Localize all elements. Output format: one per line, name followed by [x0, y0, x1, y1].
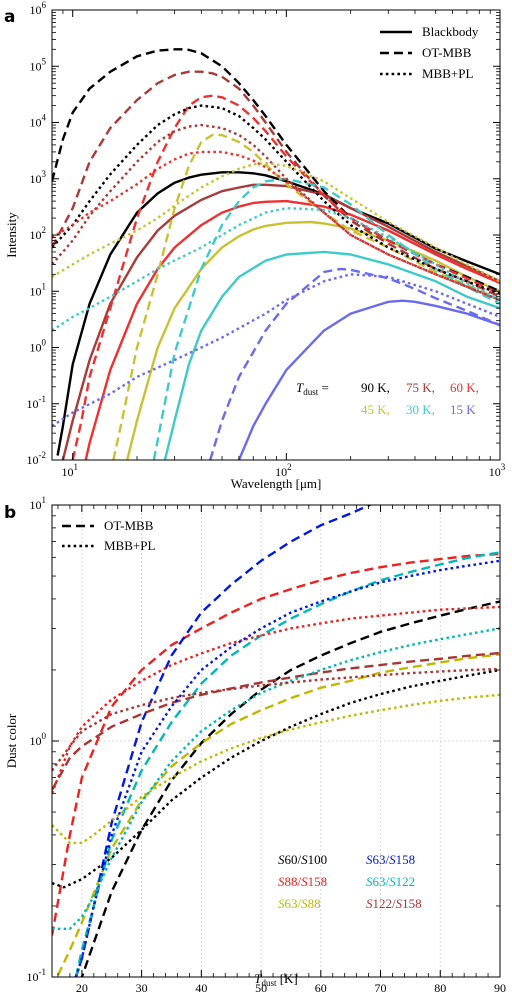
series-a-solid-15k: [237, 299, 500, 460]
series-a-solid-30k: [163, 250, 500, 460]
ratio-label: S63/S158: [366, 852, 415, 867]
legend-b-mbbpl-label: MBB+PL: [104, 538, 155, 553]
y-tick-label: 10-1: [27, 394, 47, 411]
series-a-dashed-60k: [71, 94, 500, 460]
temp-15: 15 K: [450, 402, 476, 417]
panel-b-grid: [52, 504, 501, 978]
panel-a-frame: [51, 9, 501, 461]
panel-b: 20 30 40 50 60 70 80 90 10-1 100 101 b Tdust [K] D…: [4, 495, 506, 992]
xb-tick-label: 90: [494, 981, 506, 992]
temp-75: 75 K,: [406, 380, 435, 395]
xb-tick-label: 50: [255, 981, 267, 992]
series-a-solid-60k: [84, 199, 500, 460]
ratio-label: S63/S88: [278, 896, 321, 911]
y-tick-label: 103: [30, 169, 47, 186]
yb-tick-label: 101: [30, 495, 47, 512]
series-a-solid-90k: [56, 171, 500, 456]
y-tick-label: 101: [30, 281, 47, 298]
xb-tick-label: 30: [136, 981, 148, 992]
temperature-annotation: Tdust = 90 K, 75 K, 60 K, 45 K, 30 K, 15…: [296, 380, 479, 417]
xb-tick-label: 40: [195, 981, 207, 992]
ratio-label: S122/S158: [366, 896, 422, 911]
panel-b-xlabel: Tdust [K]: [254, 971, 298, 988]
xb-tick-label: 80: [434, 981, 446, 992]
temp-45: 45 K,: [361, 402, 390, 417]
series-a-dotted-60k: [52, 150, 500, 302]
panel-b-legend: OT-MBB MBB+PL: [62, 518, 155, 553]
series-a-dotted-75k: [52, 123, 500, 302]
series-a-dashed-90k: [52, 48, 500, 293]
panel-a: 101 102 103 10-2 10-1 100 101 102 103 104 105 106 a…: [4, 0, 506, 491]
series-a-solid-75k: [61, 183, 500, 460]
series-a-dotted-15k: [52, 273, 500, 428]
series-b-dashed-s63-s158: [74, 505, 373, 977]
yb-tick-label: 10-1: [27, 967, 47, 984]
series-a-dotted-90k: [52, 104, 500, 295]
ratio-label: S60/S100: [278, 852, 327, 867]
ratio-label: S88/S158: [278, 874, 327, 889]
series-b-dotted-s122-s158: [52, 667, 500, 772]
series-b-dashed-s63-s122: [74, 551, 500, 977]
y-tick-label: 100: [30, 338, 47, 355]
x-tick-label: 102: [275, 462, 292, 479]
legend-blackbody-label: Blackbody: [422, 24, 479, 39]
xb-tick-label: 60: [315, 981, 327, 992]
series-a-dashed-45k: [112, 133, 500, 460]
panel-b-series: [52, 505, 500, 977]
panel-b-letter: b: [4, 503, 16, 523]
series-b-dashed-s63-s88: [55, 653, 500, 977]
series-a-dashed-75k: [52, 70, 500, 298]
series-a-dotted-45k: [52, 161, 500, 283]
series-b-dashed-s122-s158: [52, 651, 500, 791]
panel-a-series: [52, 48, 500, 460]
series-a-dotted-30k: [52, 206, 500, 332]
series-b-dotted-s60-s100: [52, 668, 500, 889]
series-b-dashed-s88-s158: [52, 552, 500, 936]
panel-a-ticks: 101 102 103 10-2 10-1 100 101 102 103 104 105 106: [27, 0, 506, 479]
y-tick-label: 10-2: [27, 450, 47, 467]
x-tick-label: 103: [489, 462, 506, 479]
y-tick-label: 104: [30, 113, 47, 130]
yb-tick-label: 100: [30, 731, 47, 748]
temp-90: 90 K,: [361, 380, 390, 395]
panel-a-xlabel: Wavelength [μm]: [231, 476, 322, 491]
ratio-label: S63/S122: [366, 874, 415, 889]
temp-60: 60 K,: [450, 380, 479, 395]
series-b-dotted-s63-s158: [74, 559, 500, 977]
panel-b-ticks: 20 30 40 50 60 70 80 90 10-1 100 101: [27, 495, 507, 992]
x-tick-label: 101: [61, 462, 78, 479]
temp-30: 30 K,: [406, 402, 435, 417]
y-tick-label: 106: [30, 0, 47, 17]
panel-a-ylabel: Intensity: [4, 212, 19, 258]
xb-tick-label: 20: [76, 981, 88, 992]
panel-a-legend: Blackbody OT-MBB MBB+PL: [380, 24, 479, 81]
panel-a-letter: a: [4, 7, 15, 27]
series-b-dotted-s63-s122: [52, 627, 500, 930]
temp-annotation-label: Tdust =: [296, 380, 329, 397]
series-b-dotted-s88-s158: [52, 605, 500, 794]
legend-b-otmbb-label: OT-MBB: [104, 518, 154, 533]
y-tick-label: 102: [30, 225, 47, 242]
y-tick-label: 105: [30, 56, 47, 73]
ratio-labels: S60/S100 S63/S158 S88/S158 S63/S122 S63/S88 S…: [278, 852, 422, 911]
legend-otmbb-label: OT-MBB: [422, 45, 472, 60]
panel-b-ylabel: Dust color: [4, 713, 19, 768]
xb-tick-label: 70: [375, 981, 387, 992]
series-a-dashed-15k: [209, 267, 500, 460]
panel-b-frame: [51, 504, 501, 978]
legend-mbbpl-label: MBB+PL: [422, 66, 473, 81]
